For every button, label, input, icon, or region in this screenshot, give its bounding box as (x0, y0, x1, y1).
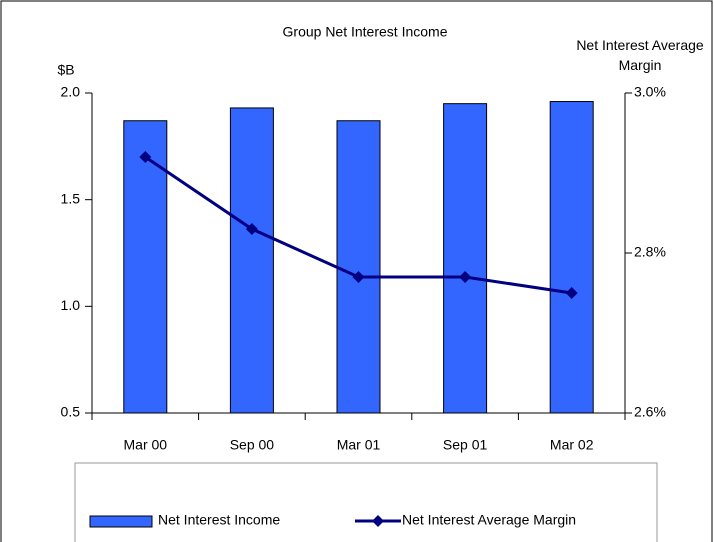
x-tick-label: Mar 01 (337, 437, 381, 453)
line-marker (565, 287, 578, 299)
y-tick-label: 2.0 (61, 84, 81, 100)
y2-tick-label: 2.6% (634, 404, 666, 420)
y2-axis-label: Net Interest Average Margin (576, 37, 704, 73)
chart-title: Group Net Interest Income (283, 24, 448, 40)
line-marker (352, 271, 365, 283)
bar (123, 120, 168, 414)
legend-label: Net Interest Income (158, 512, 280, 528)
y2-axis-label-box: Net Interest Average Margin (576, 37, 704, 73)
y-axis-label: $B (57, 62, 74, 78)
y-tick-label: 0.5 (61, 404, 81, 420)
x-tick-label: Sep 01 (443, 437, 488, 453)
bar (336, 120, 381, 414)
line-marker (245, 223, 258, 235)
line-marker (139, 151, 152, 163)
y-tick-label: 1.5 (61, 190, 81, 206)
y2-tick-label: 3.0% (634, 84, 666, 100)
legend-swatch (89, 515, 153, 528)
x-tick-label: Sep 00 (230, 437, 275, 453)
bar (549, 101, 594, 414)
y2-tick-label: 2.8% (634, 244, 666, 260)
x-tick-label: Mar 00 (124, 437, 168, 453)
legend-box (74, 462, 658, 542)
bar (443, 103, 488, 414)
legend-label: Net Interest Average Margin (402, 512, 576, 528)
x-tick-label: Mar 02 (550, 437, 594, 453)
legend-marker (372, 515, 384, 527)
y-tick-label: 1.0 (61, 297, 81, 313)
bar (229, 107, 274, 414)
line-marker (459, 271, 472, 283)
